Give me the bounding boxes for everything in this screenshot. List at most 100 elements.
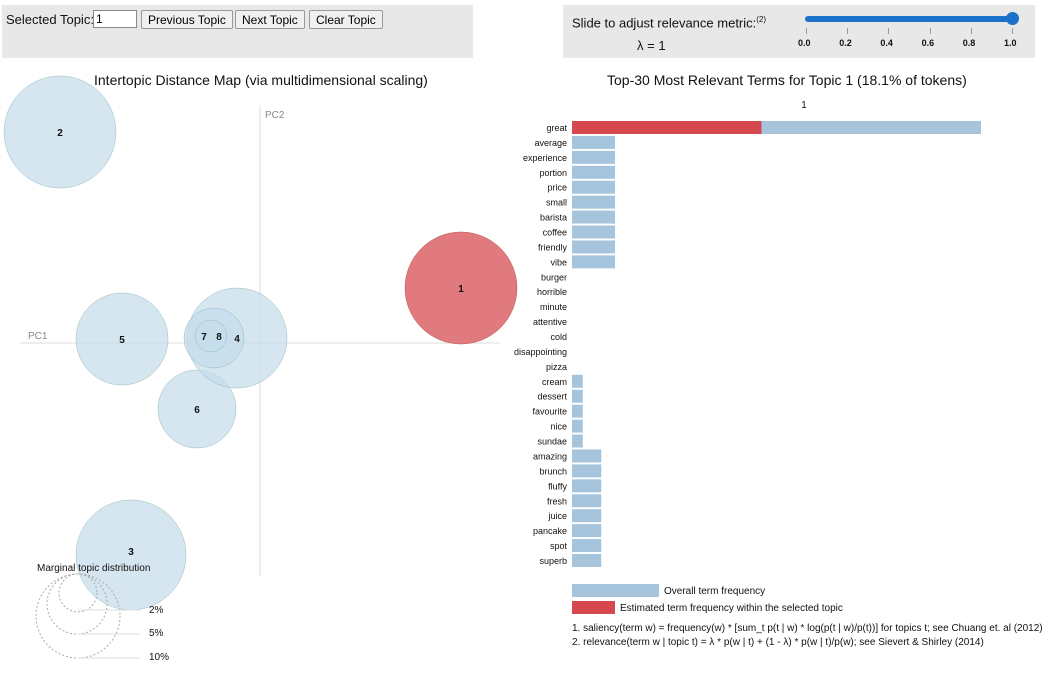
overall-frequency-bar: [572, 195, 616, 209]
marginal-label-2: 2%: [149, 605, 164, 616]
term-label[interactable]: juice: [547, 511, 567, 521]
term-label[interactable]: pancake: [533, 526, 567, 536]
term-label[interactable]: favourite: [532, 407, 567, 417]
slider-tick-label: 0.4: [880, 38, 893, 48]
slider-tick-label: 0.6: [921, 38, 935, 48]
term-label[interactable]: burger: [541, 272, 567, 282]
clear-topic-button[interactable]: Clear Topic: [309, 10, 383, 29]
topic-label-2: 2: [57, 128, 63, 139]
slider-tick: [970, 28, 972, 34]
term-label[interactable]: cream: [542, 377, 567, 387]
term-label[interactable]: vibe: [550, 257, 567, 267]
overall-frequency-bar: [572, 553, 602, 567]
overall-frequency-bar: [572, 135, 616, 149]
legend-overall-swatch: [572, 584, 659, 597]
overall-frequency-bar: [572, 494, 602, 508]
term-label[interactable]: minute: [540, 302, 567, 312]
overall-frequency-bar: [572, 404, 583, 418]
slider-label-text: Slide to adjust relevance metric:: [572, 15, 757, 31]
term-label[interactable]: horrible: [537, 287, 567, 297]
term-label[interactable]: superb: [539, 556, 567, 566]
footnote-relevance: 2. relevance(term w | topic t) = λ * p(w…: [572, 637, 984, 648]
term-label[interactable]: fluffy: [548, 481, 567, 491]
slider-tick-label: 0.8: [962, 38, 976, 48]
term-label[interactable]: dessert: [537, 392, 567, 402]
term-label[interactable]: disappointing: [514, 347, 567, 357]
term-label[interactable]: coffee: [543, 228, 567, 238]
term-label[interactable]: great: [546, 123, 567, 133]
overall-frequency-bar: [572, 165, 616, 179]
overall-frequency-bar: [572, 180, 616, 194]
overall-frequency-bar: [572, 449, 602, 463]
legend-overall-label: Overall term frequency: [664, 586, 765, 597]
term-label[interactable]: average: [534, 138, 567, 148]
overall-frequency-bar: [572, 434, 583, 448]
overall-frequency-bar: [572, 389, 583, 403]
topic-circle-6[interactable]: [157, 369, 237, 449]
relevance-slider[interactable]: [805, 16, 1013, 22]
previous-topic-button[interactable]: Previous Topic: [141, 10, 233, 29]
topic-circle-1[interactable]: [404, 231, 518, 345]
relevance-controls-panel: [563, 5, 1035, 58]
legend-topic-swatch: [572, 601, 615, 614]
term-label[interactable]: spot: [550, 541, 568, 551]
bar-axis-tick: 1: [801, 100, 807, 111]
topic-label-8: 8: [216, 332, 222, 343]
overall-frequency-bar: [572, 539, 602, 553]
map-title: Intertopic Distance Map (via multidimens…: [94, 72, 428, 88]
term-label[interactable]: brunch: [539, 466, 567, 476]
slider-tick: [929, 28, 931, 34]
term-label[interactable]: portion: [539, 168, 567, 178]
slider-label: Slide to adjust relevance metric:(2): [572, 15, 766, 30]
slider-tick-label: 0.0: [798, 38, 811, 48]
selected-topic-label: Selected Topic:: [6, 12, 94, 27]
overall-frequency-bar: [572, 240, 616, 254]
overall-frequency-bar: [572, 225, 616, 239]
slider-tick: [806, 28, 807, 34]
term-label[interactable]: sundae: [537, 437, 567, 447]
term-label[interactable]: amazing: [533, 451, 567, 461]
overall-frequency-bar: [572, 419, 583, 433]
footnote-saliency: 1. saliency(term w) = frequency(w) * [su…: [572, 623, 1043, 634]
slider-tick: [847, 28, 849, 34]
bar-chart-title: Top-30 Most Relevant Terms for Topic 1 (…: [607, 72, 967, 88]
slider-tick-label: 0.2: [839, 38, 852, 48]
topic-circle-8[interactable]: [194, 319, 228, 353]
legend-topic-label: Estimated term frequency within the sele…: [620, 603, 843, 614]
overall-frequency-bar: [572, 210, 616, 224]
topic-circle-2[interactable]: [3, 75, 117, 189]
topic-circle-5[interactable]: [75, 292, 169, 386]
topic-label-3: 3: [128, 547, 134, 558]
overall-frequency-bar: [572, 479, 602, 493]
term-label[interactable]: barista: [540, 213, 567, 223]
pc1-label: PC1: [28, 331, 48, 342]
slider-tick: [1012, 28, 1013, 34]
topic-label-6: 6: [194, 405, 200, 416]
term-label[interactable]: attentive: [533, 317, 567, 327]
term-label[interactable]: fresh: [547, 496, 567, 506]
marginal-title: Marginal topic distribution: [37, 563, 150, 574]
pc2-label: PC2: [265, 110, 285, 121]
selected-topic-input[interactable]: [93, 10, 137, 28]
topic-frequency-bar: [572, 121, 762, 134]
topic-label-4: 4: [234, 334, 240, 345]
term-label[interactable]: nice: [550, 422, 567, 432]
marginal-circle-5: [46, 573, 108, 635]
lambda-value: λ = 1: [637, 38, 666, 53]
topic-label-1: 1: [458, 284, 464, 295]
next-topic-button[interactable]: Next Topic: [235, 10, 305, 29]
overall-frequency-bar: [572, 150, 616, 164]
term-label[interactable]: small: [546, 198, 567, 208]
overall-frequency-bar: [572, 255, 616, 269]
marginal-label-5: 5%: [149, 628, 164, 639]
term-label[interactable]: pizza: [546, 362, 567, 372]
term-label[interactable]: experience: [523, 153, 567, 163]
term-label[interactable]: cold: [550, 332, 567, 342]
slider-footnote-ref: (2): [756, 15, 767, 24]
overall-frequency-bar: [572, 464, 602, 478]
slider-tick-label: 1.0: [1004, 38, 1017, 48]
relevance-slider-thumb[interactable]: [1006, 12, 1019, 25]
term-label[interactable]: friendly: [538, 242, 568, 252]
term-label[interactable]: price: [547, 183, 567, 193]
topic-label-7: 7: [201, 332, 207, 343]
